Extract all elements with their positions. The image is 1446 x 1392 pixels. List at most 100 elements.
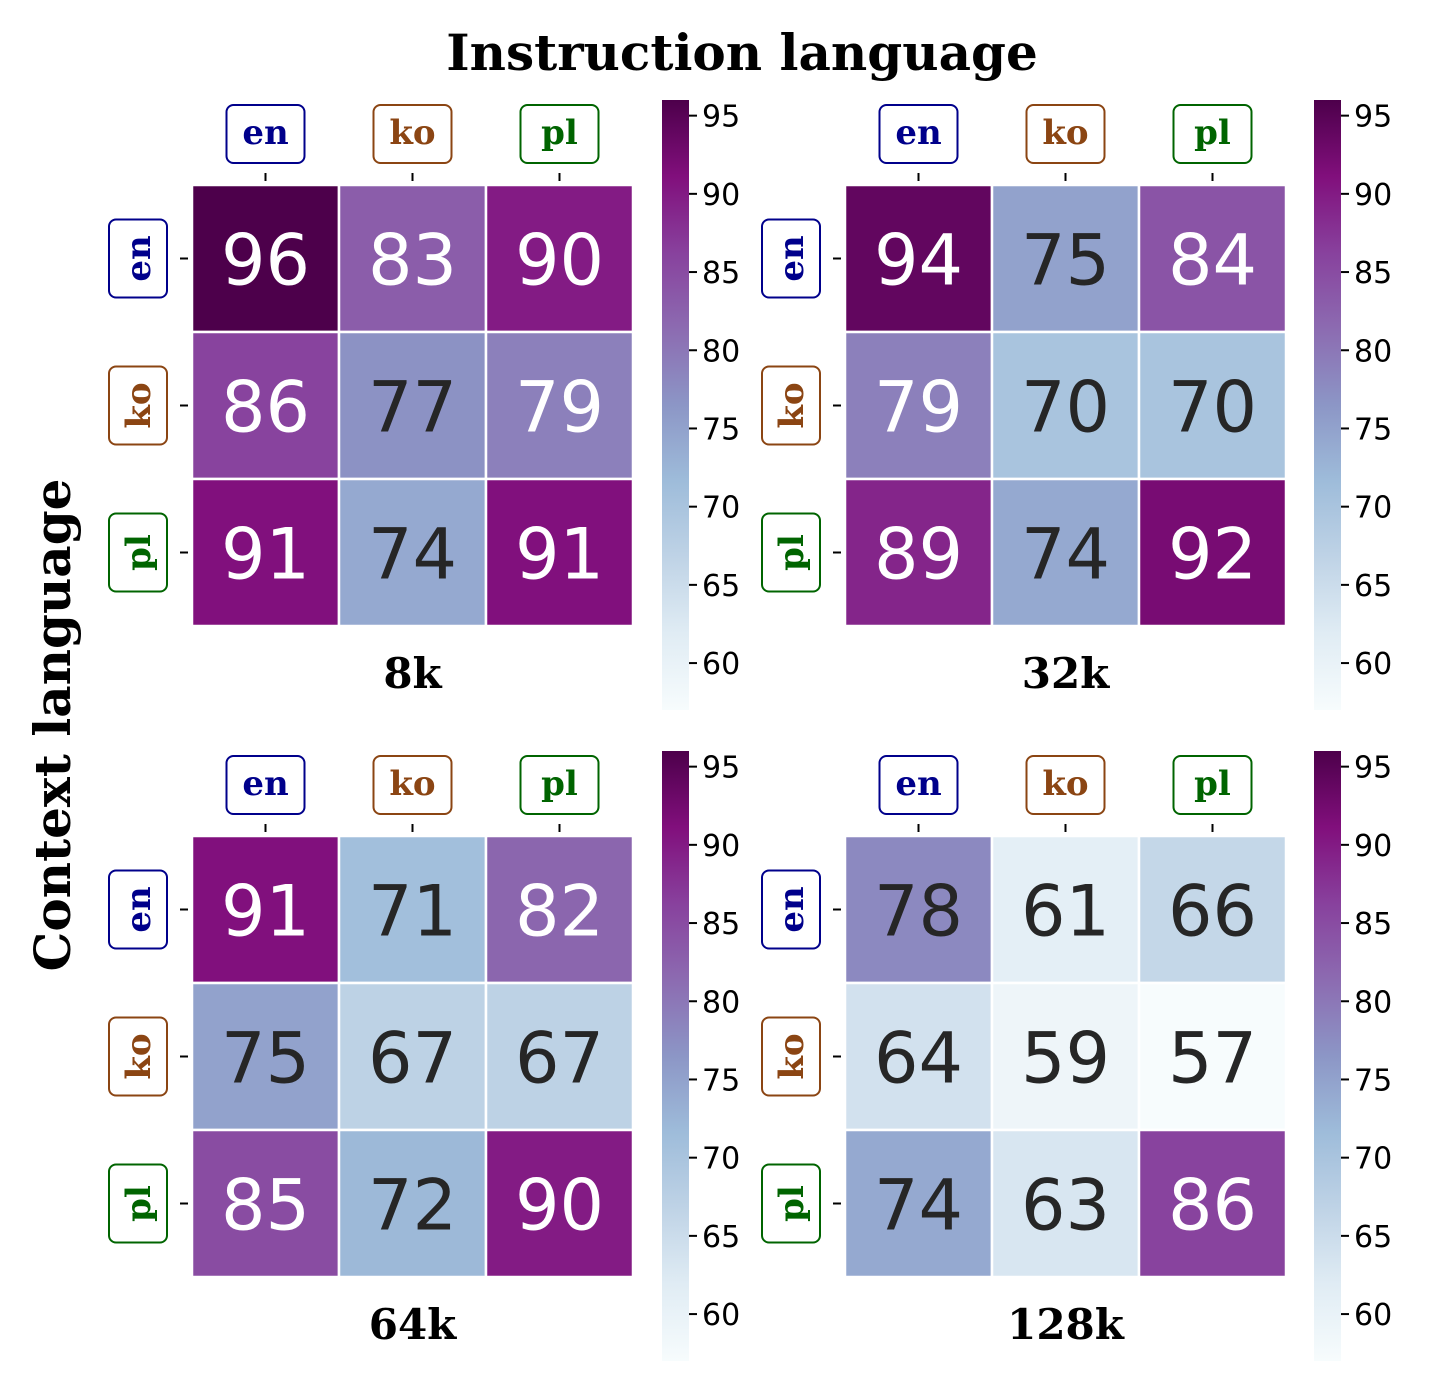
- y-tick-label: en: [119, 235, 159, 281]
- x-tick-label: ko: [389, 113, 435, 153]
- heatmap-cell: [843, 1128, 994, 1279]
- heatmap-cell: [484, 1128, 635, 1279]
- cell-value-label: 74: [1021, 514, 1110, 596]
- cell-value-label: 91: [221, 514, 310, 596]
- heatmap-cell: [337, 183, 488, 334]
- cell-value-label: 91: [221, 871, 310, 953]
- colorbar-tick-label: 60: [702, 647, 740, 682]
- colorbar: 60 65 70 75 80 85 90 95: [1314, 751, 1392, 1361]
- y-tick-label: pl: [772, 534, 812, 571]
- cell-value-label: 75: [1021, 220, 1110, 302]
- x-label-box: [878, 104, 959, 164]
- x-label-box: [1172, 755, 1253, 815]
- colorbar-tick-label: 75: [1354, 412, 1392, 447]
- cell-value-label: 89: [874, 514, 963, 596]
- cell-value-label: 71: [368, 871, 457, 953]
- y-label-box: [108, 218, 168, 299]
- heatmap-cell: [484, 981, 635, 1132]
- x-label-box: [372, 755, 453, 815]
- colorbar-tick-label: 90: [1354, 829, 1392, 864]
- cell-value-label: 67: [368, 1018, 457, 1100]
- x-label-box: [225, 755, 306, 815]
- colorbar-tick-label: 75: [702, 412, 740, 447]
- colorbar-tick-label: 60: [1354, 1298, 1392, 1333]
- colorbar-tick-label: 65: [702, 569, 740, 604]
- heatmap-cell: [1137, 981, 1288, 1132]
- x-label-box: [519, 755, 600, 815]
- cell-value-label: 78: [874, 871, 963, 953]
- cell-value-label: 79: [874, 367, 963, 449]
- colorbar: 60 65 70 75 80 85 90 95: [1314, 100, 1392, 710]
- colorbar-tick-label: 75: [702, 1063, 740, 1098]
- x-label-box: [1025, 104, 1106, 164]
- cell-value-label: 70: [1021, 367, 1110, 449]
- heatmap-cell: [990, 981, 1141, 1132]
- heatmap-cell: [484, 834, 635, 985]
- colorbar-tick-label: 85: [702, 907, 740, 942]
- cell-value-label: 57: [1168, 1018, 1257, 1100]
- heatmap-cell: [1137, 1128, 1288, 1279]
- x-label-box: [1172, 104, 1253, 164]
- x-tick-label: ko: [1042, 113, 1088, 153]
- heatmap-cell: [843, 981, 994, 1132]
- y-tick-label: ko: [119, 382, 159, 428]
- panel-32k: 94 75 84 79 70 70 89 74 92 en ko pl en ko pl 32k 60 65 70 7…: [761, 100, 1392, 710]
- colorbar-tick-label: 65: [1354, 569, 1392, 604]
- cell-value-label: 96: [221, 220, 310, 302]
- heatmap-cell: [337, 981, 488, 1132]
- y-tick-label: pl: [119, 534, 159, 571]
- heatmap-cell: [484, 183, 635, 334]
- panel-8k: 96 83 90 86 77 79 91 74 91 en ko pl en ko pl 8k 60 65 70 75…: [108, 100, 740, 710]
- x-label-box: [372, 104, 453, 164]
- panel-title: 8k: [383, 649, 442, 698]
- colorbar-scale: [662, 751, 689, 1361]
- y-label-box: [108, 1016, 168, 1097]
- cell-value-label: 86: [221, 367, 310, 449]
- y-label-box: [108, 365, 168, 446]
- cell-value-label: 77: [368, 367, 457, 449]
- cell-value-label: 91: [515, 514, 604, 596]
- heatmap-cell: [484, 330, 635, 481]
- panel-128k: 78 61 66 64 59 57 74 63 86 en ko pl en ko pl 128k 60 65 70…: [761, 751, 1392, 1361]
- heatmap-cell: [990, 183, 1141, 334]
- colorbar-tick-label: 70: [702, 1142, 740, 1177]
- colorbar-tick-label: 85: [702, 256, 740, 291]
- colorbar: 60 65 70 75 80 85 90 95: [662, 100, 740, 710]
- heatmap-cell: [843, 834, 994, 985]
- y-tick-label: ko: [772, 1033, 812, 1079]
- cell-value-label: 63: [1021, 1165, 1110, 1247]
- y-label-box: [761, 218, 821, 299]
- cell-value-label: 84: [1168, 220, 1257, 302]
- panel-64k: 91 71 82 75 67 67 85 72 90 en ko pl en ko pl 64k 60 65 70 7…: [108, 751, 740, 1361]
- colorbar-tick-label: 70: [702, 491, 740, 526]
- y-tick-label: ko: [119, 1033, 159, 1079]
- colorbar-tick-label: 95: [702, 751, 740, 786]
- cell-value-label: 83: [368, 220, 457, 302]
- heatmap-cell: [484, 477, 635, 628]
- x-label-box: [1025, 755, 1106, 815]
- cell-value-label: 72: [368, 1165, 457, 1247]
- x-label-box: [878, 755, 959, 815]
- x-tick-label: pl: [1194, 113, 1231, 153]
- colorbar-tick-label: 90: [1354, 178, 1392, 213]
- cell-value-label: 74: [368, 514, 457, 596]
- x-tick-label: ko: [1042, 764, 1088, 804]
- colorbar-tick-label: 95: [1354, 751, 1392, 786]
- heatmap-cell: [190, 477, 341, 628]
- y-tick-label: pl: [119, 1185, 159, 1222]
- colorbar-tick-label: 65: [1354, 1220, 1392, 1255]
- colorbar-tick-label: 80: [1354, 985, 1392, 1020]
- x-tick-label: en: [242, 764, 288, 804]
- y-tick-label: pl: [772, 1185, 812, 1222]
- x-tick-label: en: [242, 113, 288, 153]
- y-axis-title: Context language: [23, 479, 82, 972]
- cell-value-label: 66: [1168, 871, 1257, 953]
- colorbar-scale: [662, 100, 689, 710]
- x-tick-label: en: [895, 113, 941, 153]
- cell-value-label: 90: [515, 1165, 604, 1247]
- cell-value-label: 86: [1168, 1165, 1257, 1247]
- y-label-box: [761, 512, 821, 593]
- colorbar-scale: [1314, 751, 1341, 1361]
- colorbar-tick-label: 80: [702, 985, 740, 1020]
